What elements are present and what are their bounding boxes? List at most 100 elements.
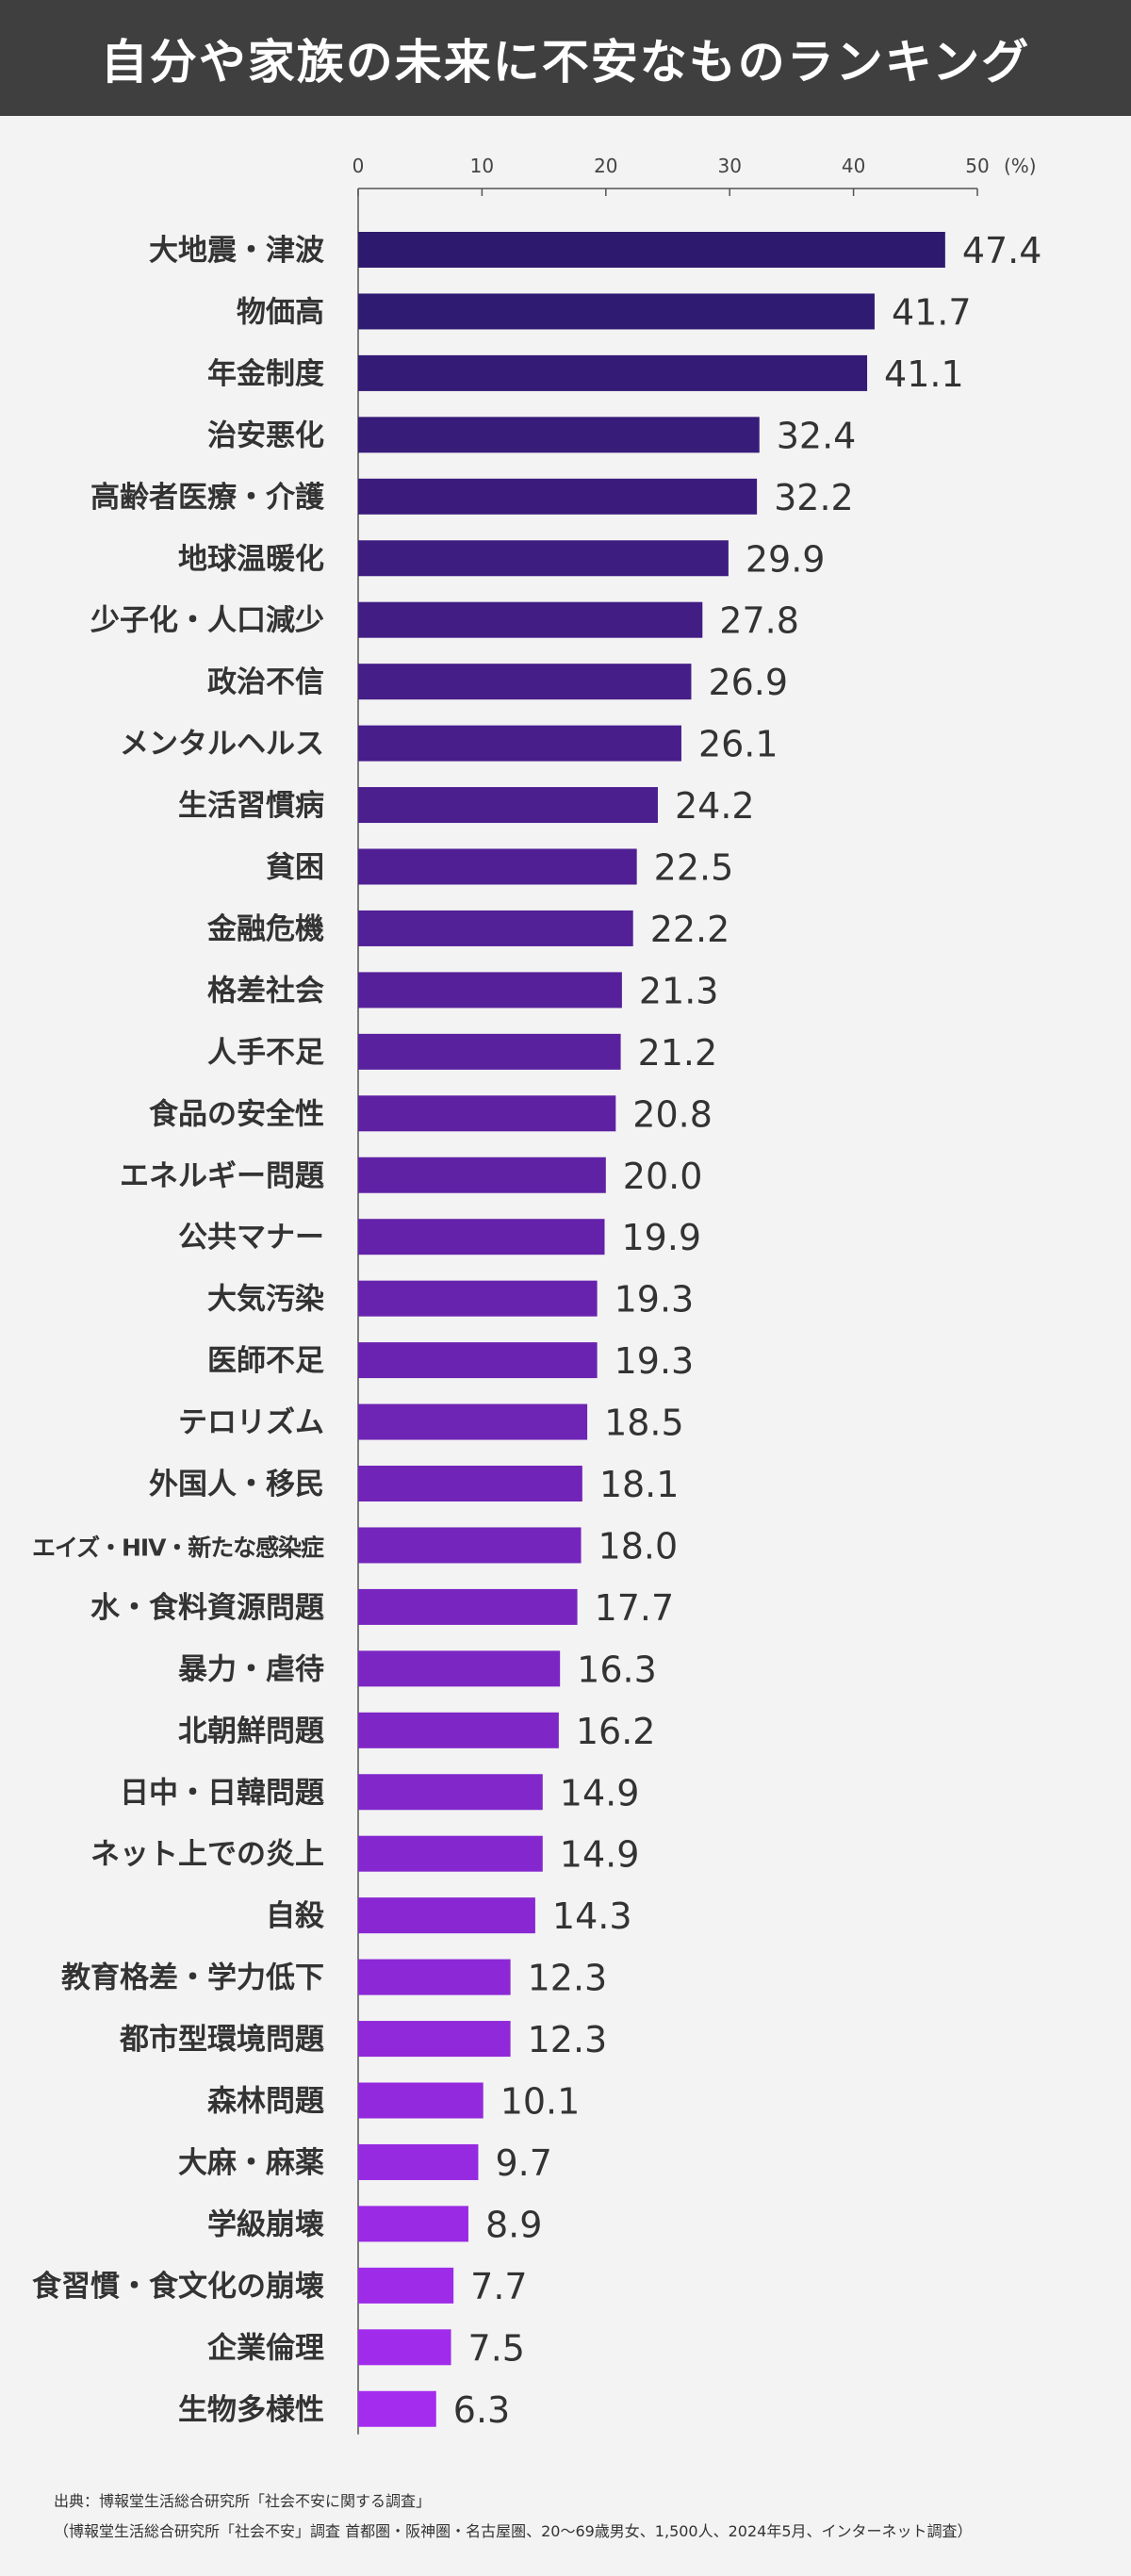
category-label: 暴力・虐待 — [178, 1652, 324, 1686]
value-label: 6.3 — [453, 2389, 510, 2431]
value-label: 26.9 — [708, 662, 788, 703]
value-label: 21.2 — [638, 1032, 718, 1074]
value-label: 41.1 — [884, 353, 964, 395]
category-label: ネット上での炎上 — [90, 1838, 324, 1872]
category-label: 日中・日韓問題 — [120, 1776, 324, 1810]
value-label: 22.5 — [654, 847, 734, 889]
value-label: 14.9 — [560, 1834, 640, 1876]
category-label: エネルギー問題 — [120, 1159, 324, 1193]
bar — [358, 1342, 598, 1379]
x-tick-label: 0 — [352, 155, 365, 177]
category-label: 都市型環境問題 — [119, 2023, 324, 2057]
category-label: 食品の安全性 — [149, 1097, 324, 1131]
bar — [358, 1712, 559, 1748]
bar — [358, 1219, 605, 1255]
category-label: 外国人・移民 — [149, 1468, 324, 1501]
category-label: 企業倫理 — [207, 2331, 324, 2365]
category-label: 大麻・麻薬 — [178, 2146, 324, 2180]
value-label: 19.3 — [615, 1340, 695, 1382]
value-label: 24.2 — [675, 785, 755, 827]
value-label: 9.7 — [495, 2142, 551, 2184]
bar — [358, 787, 658, 824]
bar — [358, 1466, 582, 1501]
category-label: 北朝鮮問題 — [178, 1715, 324, 1748]
category-label: 少子化・人口減少 — [90, 604, 324, 638]
category-label: 公共マナー — [178, 1221, 324, 1255]
bar — [358, 1095, 616, 1132]
category-label: 自殺 — [266, 1899, 325, 1933]
bar — [358, 1033, 621, 1070]
x-tick-label: 30 — [717, 155, 741, 177]
x-tick-label: 10 — [470, 155, 494, 177]
bar — [358, 2143, 479, 2180]
bar — [358, 972, 622, 1009]
category-label: 高齢者医療・介護 — [90, 481, 325, 515]
x-tick-label: 40 — [842, 155, 865, 177]
x-tick-label: 20 — [594, 155, 617, 177]
value-label: 18.1 — [599, 1464, 680, 1505]
value-label: 20.0 — [623, 1156, 703, 1197]
value-label: 19.3 — [615, 1279, 695, 1321]
category-label: 格差社会 — [207, 974, 324, 1008]
value-label: 16.3 — [577, 1649, 657, 1690]
value-label: 17.7 — [595, 1587, 675, 1629]
bar — [358, 664, 692, 700]
source-text: 出典：博報堂生活総合研究所「社会不安に関する調査」 — [54, 2492, 432, 2510]
x-unit-label: (%) — [1004, 155, 1037, 177]
value-label: 14.9 — [560, 1772, 640, 1813]
bar — [358, 1835, 543, 1872]
footer: 出典：博報堂生活総合研究所「社会不安に関する調査」 （博報堂生活総合研究所「社会… — [54, 2486, 973, 2547]
bar — [358, 1280, 598, 1317]
bar — [358, 2206, 468, 2242]
category-label: 大気汚染 — [207, 1283, 324, 1317]
bar — [358, 725, 681, 762]
bar — [358, 1774, 543, 1811]
bar — [358, 478, 758, 515]
bar — [358, 232, 945, 268]
category-label: 食習慣・食文化の崩壊 — [32, 2270, 324, 2304]
value-label: 8.9 — [485, 2204, 542, 2245]
category-label: 教育格差・学力低下 — [61, 1961, 324, 1995]
category-label: エイズ・HIV・新たな感染症 — [32, 1534, 324, 1561]
value-label: 32.4 — [777, 415, 857, 456]
bar — [358, 1959, 511, 1995]
value-label: 16.2 — [576, 1711, 656, 1752]
bar — [358, 2082, 484, 2119]
bar — [358, 1650, 561, 1687]
survey-note: （博報堂生活総合研究所「社会不安」調査 首都圏・阪神圏・名古屋圏、20～69歳男… — [54, 2522, 973, 2540]
value-label: 7.5 — [468, 2327, 525, 2369]
bar — [358, 2329, 451, 2366]
category-label: 金融危機 — [206, 912, 324, 946]
bar — [358, 848, 637, 885]
category-label: 生活習慣病 — [178, 789, 324, 823]
bar — [358, 2021, 511, 2058]
value-label: 20.8 — [632, 1093, 713, 1135]
value-label: 22.2 — [650, 909, 730, 950]
category-label: 政治不信 — [207, 665, 324, 699]
bar — [358, 1588, 578, 1625]
bar — [358, 910, 633, 946]
bar — [358, 293, 875, 330]
header-bar: 自分や家族の未来に不安なものランキング — [0, 0, 1131, 116]
value-label: 19.9 — [621, 1217, 701, 1258]
category-label: 人手不足 — [207, 1036, 324, 1070]
value-label: 27.8 — [719, 600, 799, 642]
value-label: 10.1 — [500, 2081, 581, 2123]
value-label: 12.3 — [528, 1958, 608, 1999]
value-label: 18.5 — [604, 1403, 684, 1444]
bar — [358, 540, 729, 577]
value-label: 14.3 — [552, 1895, 632, 1937]
category-label: メンタルヘルス — [120, 728, 324, 762]
bar — [358, 2267, 454, 2304]
bar-chart: 0 10 20 30 40 50 (%) 大地震・津波 47.4 物価高 41.7 年金制度 41.1 治… — [32, 155, 1042, 2435]
value-label: 32.2 — [774, 477, 854, 518]
value-label: 26.1 — [698, 724, 779, 765]
bar — [358, 1897, 535, 1934]
value-label: 12.3 — [528, 2019, 608, 2060]
bar — [358, 2390, 436, 2427]
category-label: テロリズム — [178, 1406, 324, 1440]
category-label: 物価高 — [237, 295, 324, 329]
value-label: 47.4 — [962, 230, 1042, 271]
category-label: 学級崩壊 — [207, 2207, 324, 2241]
category-label: 森林問題 — [207, 2085, 324, 2119]
